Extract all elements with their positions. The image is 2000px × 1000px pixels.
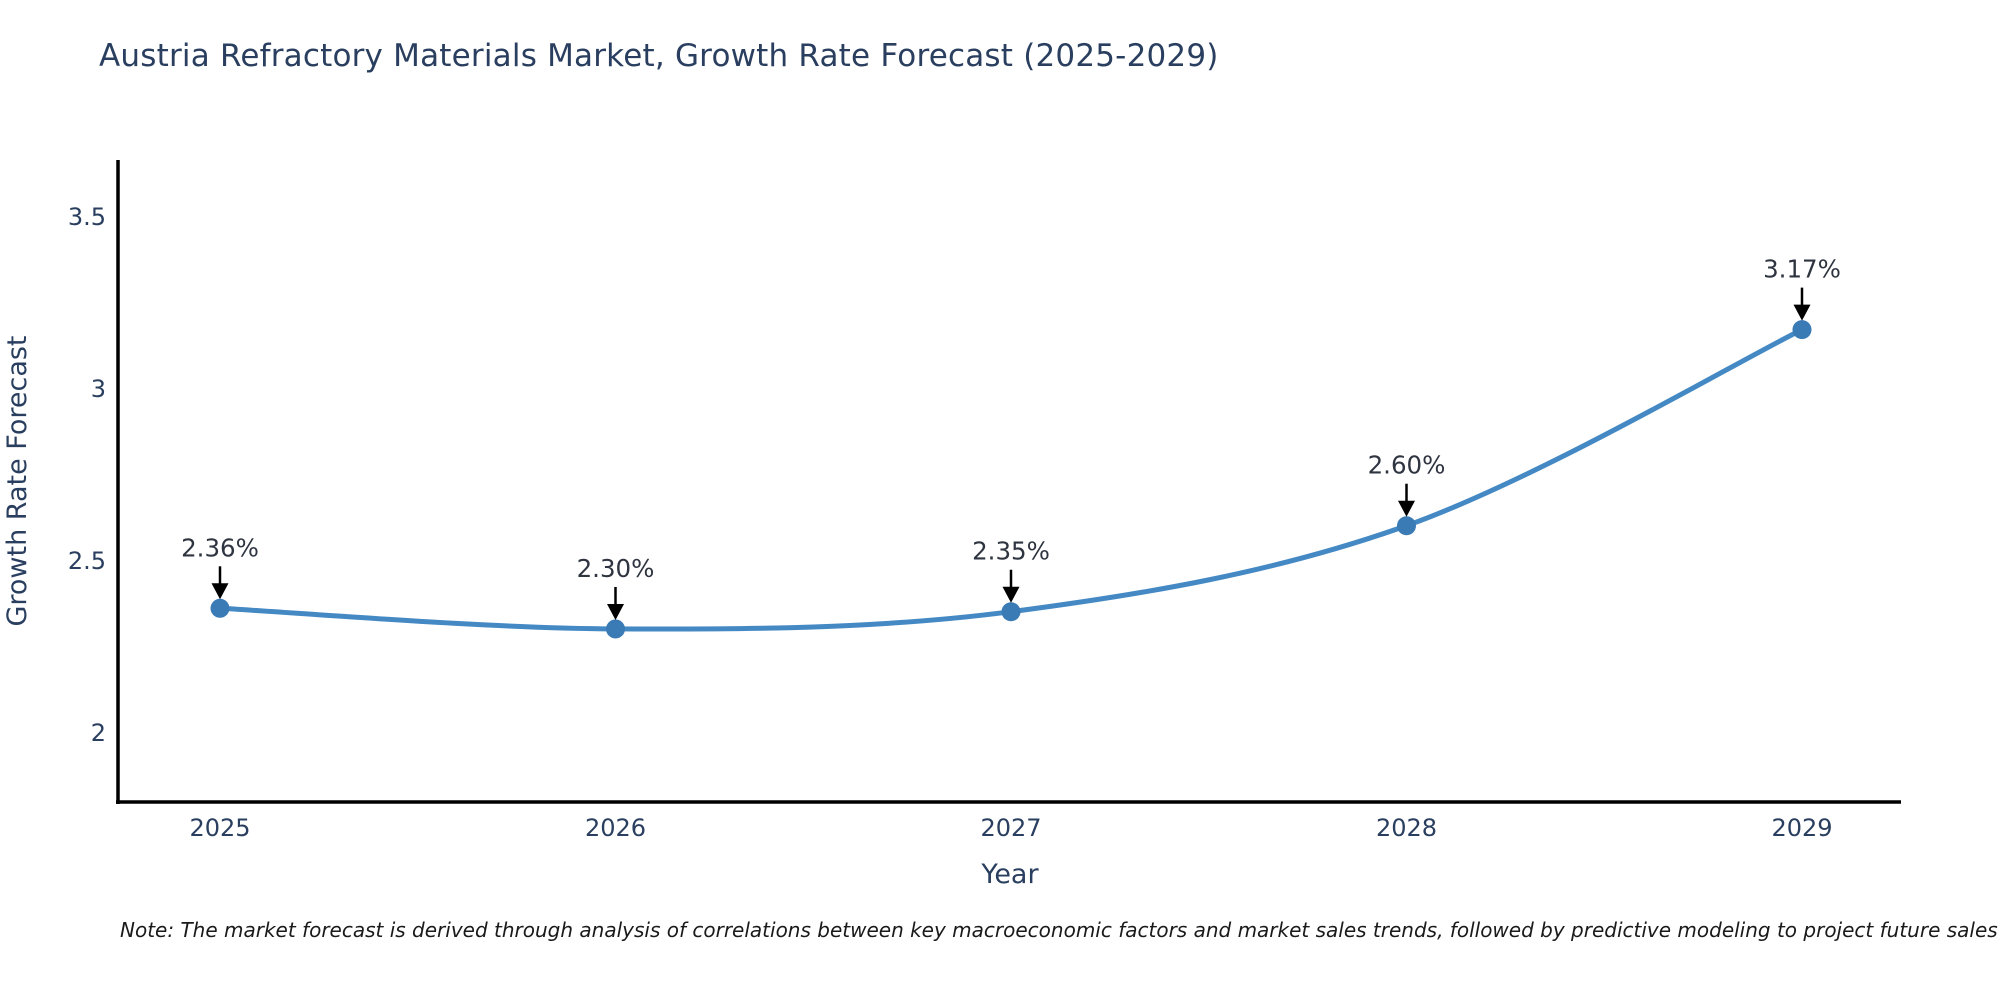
point-annotation: 2.36%	[181, 533, 259, 562]
point-annotation: 2.30%	[577, 554, 655, 583]
data-point[interactable]	[1001, 602, 1021, 622]
chart-title: Austria Refractory Materials Market, Gro…	[99, 38, 1219, 74]
y-tick-label: 2	[91, 719, 106, 747]
annotation-arrowhead	[1398, 500, 1415, 517]
annotation-arrowhead	[1002, 586, 1020, 603]
annotation-arrowhead	[211, 583, 229, 600]
x-tick-label: 2026	[585, 814, 646, 842]
x-tick-label: 2027	[980, 814, 1041, 842]
x-tick-label: 2025	[189, 814, 250, 842]
y-tick-label: 2.5	[68, 547, 106, 575]
data-point[interactable]	[1397, 516, 1416, 536]
x-tick-label: 2028	[1376, 814, 1437, 842]
y-tick-label: 3.5	[68, 203, 106, 231]
y-tick-label: 3	[91, 375, 106, 403]
footnote-text: Note: The market forecast is derived thr…	[120, 918, 1998, 942]
data-point[interactable]	[1792, 320, 1812, 340]
x-tick-label: 2029	[1771, 814, 1832, 842]
data-point[interactable]	[210, 598, 230, 618]
x-axis-title: Year	[980, 859, 1039, 890]
point-annotation: 3.17%	[1763, 255, 1841, 284]
series-line	[217, 327, 1805, 632]
annotation-arrowhead	[607, 603, 624, 620]
data-point[interactable]	[606, 619, 625, 639]
point-annotation: 2.35%	[972, 537, 1050, 566]
y-axis-title: Growth Rate Forecast	[2, 335, 33, 626]
point-annotation: 2.60%	[1368, 451, 1446, 480]
annotation-arrowhead	[1793, 304, 1811, 321]
